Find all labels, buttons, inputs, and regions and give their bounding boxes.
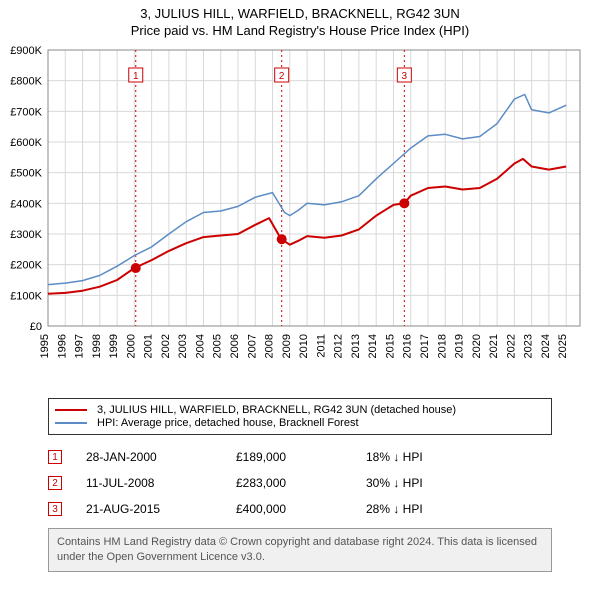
svg-text:2005: 2005 [212, 334, 224, 358]
sale-price: £283,000 [236, 476, 366, 490]
svg-text:£500K: £500K [10, 168, 42, 180]
sale-marker-icon: 1 [48, 450, 62, 464]
svg-text:£400K: £400K [10, 198, 42, 210]
svg-text:2006: 2006 [229, 334, 241, 358]
sales-table: 1 28-JAN-2000 £189,000 18% ↓ HPI 2 11-JU… [48, 444, 552, 522]
sale-price: £400,000 [236, 502, 366, 516]
svg-text:2007: 2007 [246, 334, 258, 358]
svg-text:2: 2 [279, 71, 285, 82]
legend-label: 3, JULIUS HILL, WARFIELD, BRACKNELL, RG4… [97, 404, 456, 416]
chart-title-address: 3, JULIUS HILL, WARFIELD, BRACKNELL, RG4… [0, 6, 600, 21]
legend: 3, JULIUS HILL, WARFIELD, BRACKNELL, RG4… [48, 398, 552, 435]
svg-text:£700K: £700K [10, 106, 42, 118]
svg-text:£600K: £600K [10, 137, 42, 149]
svg-text:1998: 1998 [91, 334, 103, 358]
svg-text:2010: 2010 [298, 334, 310, 358]
svg-text:2009: 2009 [281, 334, 293, 358]
legend-swatch [55, 422, 87, 424]
sale-marker-icon: 2 [48, 476, 62, 490]
svg-text:2003: 2003 [177, 334, 189, 358]
legend-item: HPI: Average price, detached house, Brac… [55, 417, 545, 429]
sale-diff: 28% ↓ HPI [366, 502, 516, 516]
svg-text:2011: 2011 [315, 334, 327, 358]
sale-row: 1 28-JAN-2000 £189,000 18% ↓ HPI [48, 444, 552, 470]
chart-title-subtitle: Price paid vs. HM Land Registry's House … [0, 23, 600, 38]
svg-text:2019: 2019 [454, 334, 466, 358]
svg-text:2000: 2000 [125, 334, 137, 358]
svg-text:1999: 1999 [108, 334, 120, 358]
sale-date: 28-JAN-2000 [86, 450, 236, 464]
svg-text:1997: 1997 [74, 334, 86, 358]
sale-diff: 18% ↓ HPI [366, 450, 516, 464]
sale-date: 11-JUL-2008 [86, 476, 236, 490]
svg-text:2002: 2002 [160, 334, 172, 358]
svg-text:1: 1 [133, 71, 139, 82]
legend-label: HPI: Average price, detached house, Brac… [97, 417, 359, 429]
svg-text:£0: £0 [30, 321, 42, 333]
svg-text:2017: 2017 [419, 334, 431, 358]
legend-swatch [55, 409, 87, 411]
sale-date: 21-AUG-2015 [86, 502, 236, 516]
svg-text:2015: 2015 [384, 334, 396, 358]
svg-text:1995: 1995 [39, 334, 51, 358]
svg-text:£100K: £100K [10, 290, 42, 302]
svg-text:2013: 2013 [350, 334, 362, 358]
svg-text:£800K: £800K [10, 76, 42, 88]
svg-text:2014: 2014 [367, 334, 379, 358]
sale-diff: 30% ↓ HPI [366, 476, 516, 490]
svg-text:2025: 2025 [557, 334, 569, 358]
svg-text:2022: 2022 [505, 334, 517, 358]
svg-text:2004: 2004 [194, 334, 206, 358]
attribution-footer: Contains HM Land Registry data © Crown c… [48, 528, 552, 572]
svg-text:2023: 2023 [523, 334, 535, 358]
svg-text:2012: 2012 [333, 334, 345, 358]
sale-marker-icon: 3 [48, 502, 62, 516]
svg-text:2008: 2008 [264, 334, 276, 358]
svg-text:2001: 2001 [143, 334, 155, 358]
legend-item: 3, JULIUS HILL, WARFIELD, BRACKNELL, RG4… [55, 404, 545, 416]
svg-text:2024: 2024 [540, 334, 552, 358]
sale-row: 2 11-JUL-2008 £283,000 30% ↓ HPI [48, 470, 552, 496]
svg-text:£900K: £900K [10, 45, 42, 57]
svg-text:3: 3 [402, 71, 408, 82]
svg-text:£200K: £200K [10, 260, 42, 272]
svg-text:1996: 1996 [56, 334, 68, 358]
svg-text:2021: 2021 [488, 334, 500, 358]
svg-text:2018: 2018 [436, 334, 448, 358]
sale-price: £189,000 [236, 450, 366, 464]
svg-text:£300K: £300K [10, 229, 42, 241]
svg-text:2016: 2016 [402, 334, 414, 358]
svg-text:2020: 2020 [471, 334, 483, 358]
price-chart: £0 £100K £200K £300K £400K £500K £600K £700K £80… [0, 44, 600, 384]
sale-row: 3 21-AUG-2015 £400,000 28% ↓ HPI [48, 496, 552, 522]
